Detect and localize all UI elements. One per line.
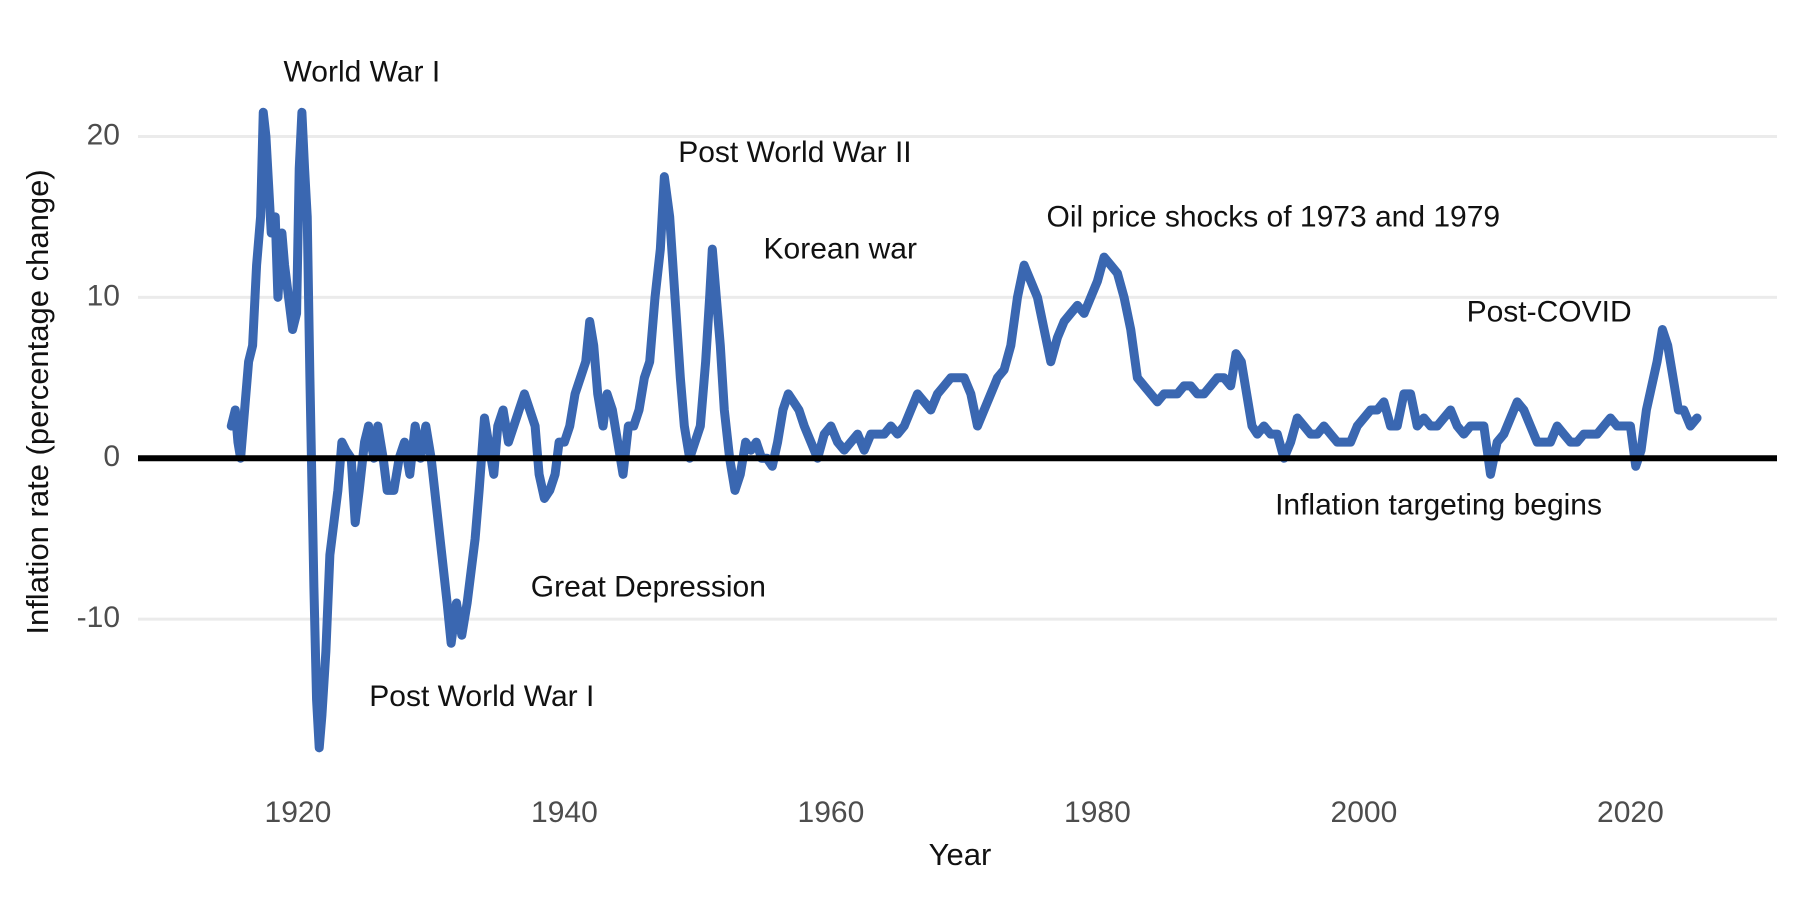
annotation: Oil price shocks of 1973 and 1979 [1046, 200, 1500, 233]
x-axis-title: Year [929, 837, 992, 872]
annotation: Korean war [764, 233, 917, 266]
annotation: Post World War I [369, 680, 594, 713]
y-tick-label: 20 [87, 118, 120, 151]
annotation: World War I [284, 56, 441, 89]
annotation: Post World War II [678, 136, 911, 169]
annotation: Post-COVID [1467, 295, 1632, 328]
x-tick-label: 1940 [531, 796, 598, 829]
x-tick-label: 1960 [798, 796, 865, 829]
annotation: Inflation targeting begins [1275, 488, 1602, 521]
x-tick-label: 2000 [1331, 796, 1398, 829]
annotation: Great Depression [531, 570, 766, 603]
y-tick-label: 0 [103, 440, 120, 473]
x-tick-label: 1920 [265, 796, 332, 829]
y-axis-title: Inflation rate (percentage change) [20, 169, 55, 634]
y-tick-label: 10 [87, 279, 120, 312]
x-tick-label: 1980 [1064, 796, 1131, 829]
x-tick-label: 2020 [1597, 796, 1664, 829]
line-series [226, 107, 1702, 753]
y-tick-label: -10 [77, 601, 120, 634]
